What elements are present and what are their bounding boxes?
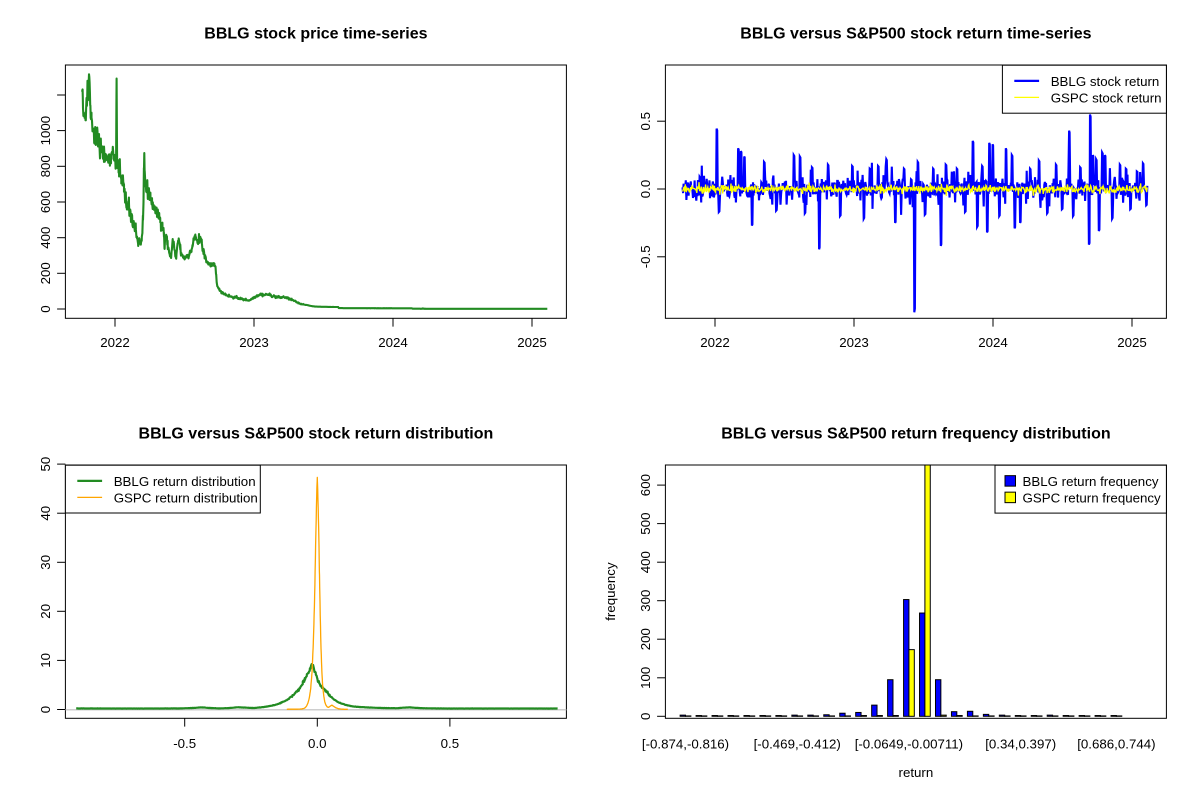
svg-text:return: return [899,765,934,780]
svg-text:2023: 2023 [839,335,869,350]
svg-text:BBLG stock return: BBLG stock return [1051,74,1160,89]
svg-text:[-0.874,-0.816): [-0.874,-0.816) [642,737,729,752]
svg-text:2022: 2022 [100,335,130,350]
svg-text:500: 500 [638,513,653,535]
svg-text:GSPC stock return: GSPC stock return [1051,90,1162,105]
svg-text:-0.5: -0.5 [173,736,196,751]
svg-text:2024: 2024 [378,335,408,350]
svg-text:0.5: 0.5 [638,112,653,131]
svg-text:10: 10 [38,653,53,668]
svg-text:800: 800 [38,155,53,177]
svg-text:BBLG return distribution: BBLG return distribution [114,474,256,489]
svg-text:600: 600 [38,191,53,213]
svg-text:[-0.469,-0.412): [-0.469,-0.412) [754,737,841,752]
svg-text:frequency: frequency [603,562,618,621]
svg-text:GSPC return frequency: GSPC return frequency [1023,490,1162,505]
svg-text:2022: 2022 [700,335,730,350]
svg-text:0.0: 0.0 [638,180,653,199]
svg-text:0: 0 [38,706,53,713]
svg-text:400: 400 [38,227,53,249]
svg-text:200: 200 [38,262,53,284]
svg-text:20: 20 [38,604,53,619]
svg-text:50: 50 [38,457,53,472]
svg-text:600: 600 [638,474,653,496]
svg-text:[0.686,0.744): [0.686,0.744) [1077,737,1155,752]
svg-text:0.0: 0.0 [308,736,327,751]
svg-text:BBLG versus S&P500 stock retur: BBLG versus S&P500 stock return time-ser… [740,26,1091,43]
svg-text:BBLG versus S&P500 stock retur: BBLG versus S&P500 stock return distribu… [139,426,494,443]
svg-text:30: 30 [38,555,53,570]
svg-text:0: 0 [38,305,53,312]
svg-text:400: 400 [638,551,653,573]
svg-text:0: 0 [638,713,653,720]
svg-text:300: 300 [638,590,653,612]
svg-text:2024: 2024 [978,335,1008,350]
svg-text:0.5: 0.5 [441,736,460,751]
svg-text:[0.34,0.397): [0.34,0.397) [985,737,1056,752]
svg-text:-0.5: -0.5 [638,245,653,268]
svg-text:BBLG stock price time-series: BBLG stock price time-series [204,26,427,43]
svg-text:BBLG return frequency: BBLG return frequency [1023,474,1159,489]
svg-text:2025: 2025 [1117,335,1147,350]
svg-text:[-0.0649,-0.00711): [-0.0649,-0.00711) [855,737,963,752]
svg-text:1000: 1000 [38,116,53,146]
svg-text:GSPC return distribution: GSPC return distribution [114,490,258,505]
svg-text:2023: 2023 [239,335,269,350]
svg-text:BBLG versus S&P500 return freq: BBLG versus S&P500 return frequency dist… [721,426,1110,443]
svg-text:100: 100 [638,667,653,689]
svg-text:200: 200 [638,628,653,650]
svg-text:2025: 2025 [517,335,547,350]
svg-text:40: 40 [38,506,53,521]
